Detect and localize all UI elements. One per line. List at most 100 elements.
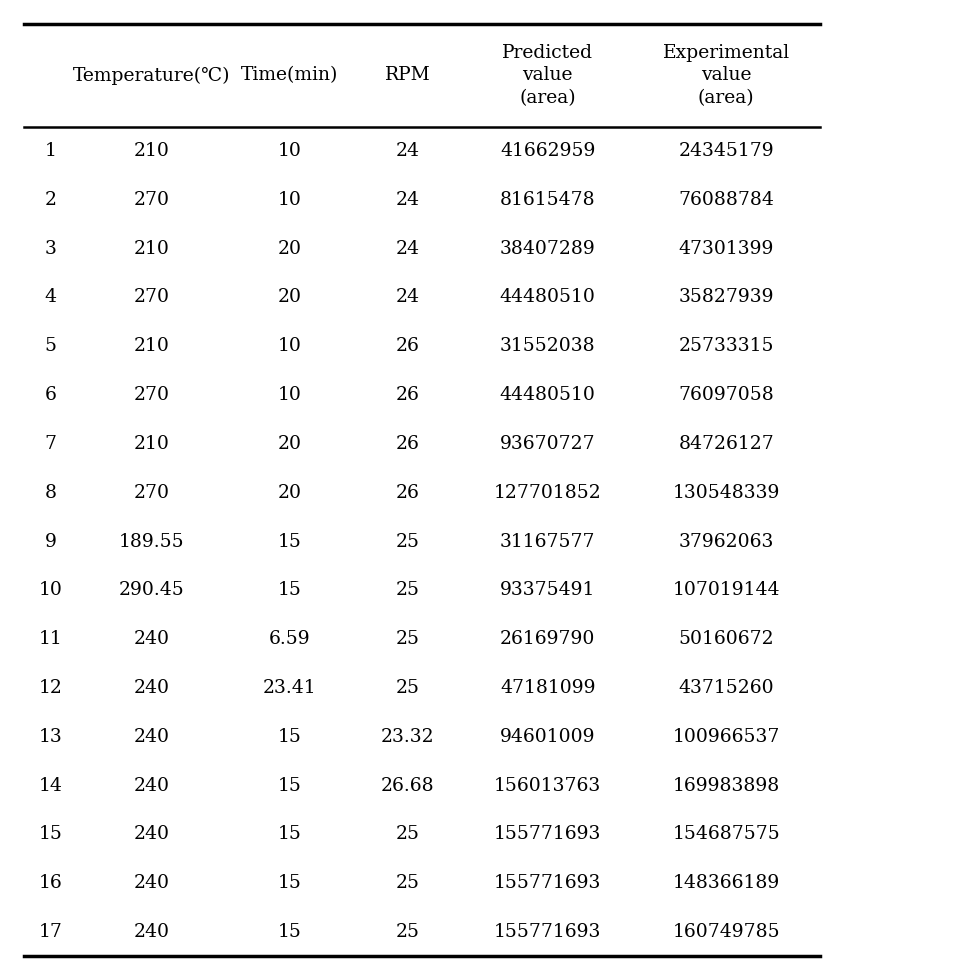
Text: 156013763: 156013763: [494, 776, 601, 795]
Text: 25: 25: [396, 875, 420, 892]
Text: 16: 16: [39, 875, 63, 892]
Text: 25: 25: [396, 923, 420, 941]
Text: 6.59: 6.59: [268, 630, 311, 648]
Text: 270: 270: [134, 191, 170, 208]
Text: 15: 15: [39, 825, 63, 843]
Text: 11: 11: [39, 630, 63, 648]
Text: 26: 26: [396, 484, 420, 502]
Text: 148366189: 148366189: [673, 875, 780, 892]
Text: 2: 2: [44, 191, 57, 208]
Text: 210: 210: [134, 142, 170, 160]
Text: 1: 1: [44, 142, 57, 160]
Text: 50160672: 50160672: [678, 630, 774, 648]
Text: 35827939: 35827939: [678, 288, 774, 307]
Text: 13: 13: [39, 728, 63, 746]
Text: 24345179: 24345179: [678, 142, 774, 160]
Text: 84726127: 84726127: [678, 435, 774, 453]
Text: 7: 7: [44, 435, 57, 453]
Text: 210: 210: [134, 435, 170, 453]
Text: 240: 240: [134, 679, 170, 697]
Text: 20: 20: [278, 288, 301, 307]
Text: 25733315: 25733315: [678, 337, 774, 356]
Text: 155771693: 155771693: [494, 825, 601, 843]
Text: 5: 5: [44, 337, 57, 356]
Text: 12: 12: [39, 679, 63, 697]
Text: 154687575: 154687575: [673, 825, 780, 843]
Text: 100966537: 100966537: [673, 728, 780, 746]
Text: 127701852: 127701852: [494, 484, 601, 502]
Text: 15: 15: [278, 875, 301, 892]
Text: 240: 240: [134, 875, 170, 892]
Text: 10: 10: [278, 386, 301, 404]
Text: 240: 240: [134, 776, 170, 795]
Text: 10: 10: [278, 142, 301, 160]
Text: 14: 14: [39, 776, 63, 795]
Text: 26: 26: [396, 435, 420, 453]
Text: 26169790: 26169790: [500, 630, 595, 648]
Text: 4: 4: [44, 288, 57, 307]
Text: 47301399: 47301399: [678, 240, 774, 258]
Text: 169983898: 169983898: [673, 776, 780, 795]
Text: 24: 24: [396, 191, 420, 208]
Text: 210: 210: [134, 240, 170, 258]
Text: 31552038: 31552038: [500, 337, 595, 356]
Text: 270: 270: [134, 484, 170, 502]
Text: 20: 20: [278, 484, 301, 502]
Text: 155771693: 155771693: [494, 923, 601, 941]
Text: 25: 25: [396, 630, 420, 648]
Text: 76097058: 76097058: [678, 386, 774, 404]
Text: 25: 25: [396, 581, 420, 599]
Text: 25: 25: [396, 533, 420, 550]
Text: 15: 15: [278, 825, 301, 843]
Text: 47181099: 47181099: [500, 679, 595, 697]
Text: 6: 6: [44, 386, 57, 404]
Text: 93375491: 93375491: [500, 581, 595, 599]
Text: 20: 20: [278, 240, 301, 258]
Text: 15: 15: [278, 533, 301, 550]
Text: 23.32: 23.32: [381, 728, 434, 746]
Text: 240: 240: [134, 825, 170, 843]
Text: 8: 8: [44, 484, 57, 502]
Text: Time(min): Time(min): [241, 66, 338, 85]
Text: 10: 10: [278, 191, 301, 208]
Text: RPM: RPM: [385, 66, 430, 85]
Text: 160749785: 160749785: [673, 923, 780, 941]
Text: 44480510: 44480510: [500, 288, 595, 307]
Text: 130548339: 130548339: [673, 484, 780, 502]
Text: 25: 25: [396, 679, 420, 697]
Text: 93670727: 93670727: [500, 435, 595, 453]
Text: 240: 240: [134, 728, 170, 746]
Text: 31167577: 31167577: [500, 533, 595, 550]
Text: Temperature(℃): Temperature(℃): [73, 66, 231, 85]
Text: 25: 25: [396, 825, 420, 843]
Text: 43715260: 43715260: [678, 679, 774, 697]
Text: 26: 26: [396, 386, 420, 404]
Text: 23.41: 23.41: [262, 679, 317, 697]
Text: 10: 10: [39, 581, 63, 599]
Text: 94601009: 94601009: [500, 728, 595, 746]
Text: 15: 15: [278, 728, 301, 746]
Text: 3: 3: [44, 240, 57, 258]
Text: 38407289: 38407289: [500, 240, 595, 258]
Text: Predicted
value
(area): Predicted value (area): [502, 44, 593, 107]
Text: 290.45: 290.45: [119, 581, 185, 599]
Text: 240: 240: [134, 630, 170, 648]
Text: 44480510: 44480510: [500, 386, 595, 404]
Text: 20: 20: [278, 435, 301, 453]
Text: 81615478: 81615478: [500, 191, 595, 208]
Text: 270: 270: [134, 288, 170, 307]
Text: 15: 15: [278, 776, 301, 795]
Text: 24: 24: [396, 288, 420, 307]
Text: 17: 17: [39, 923, 63, 941]
Text: 189.55: 189.55: [119, 533, 185, 550]
Text: 10: 10: [278, 337, 301, 356]
Text: 107019144: 107019144: [673, 581, 780, 599]
Text: 41662959: 41662959: [500, 142, 595, 160]
Text: 9: 9: [44, 533, 57, 550]
Text: 155771693: 155771693: [494, 875, 601, 892]
Text: Experimental
value
(area): Experimental value (area): [663, 44, 789, 107]
Text: 26: 26: [396, 337, 420, 356]
Text: 24: 24: [396, 240, 420, 258]
Text: 26.68: 26.68: [381, 776, 434, 795]
Text: 270: 270: [134, 386, 170, 404]
